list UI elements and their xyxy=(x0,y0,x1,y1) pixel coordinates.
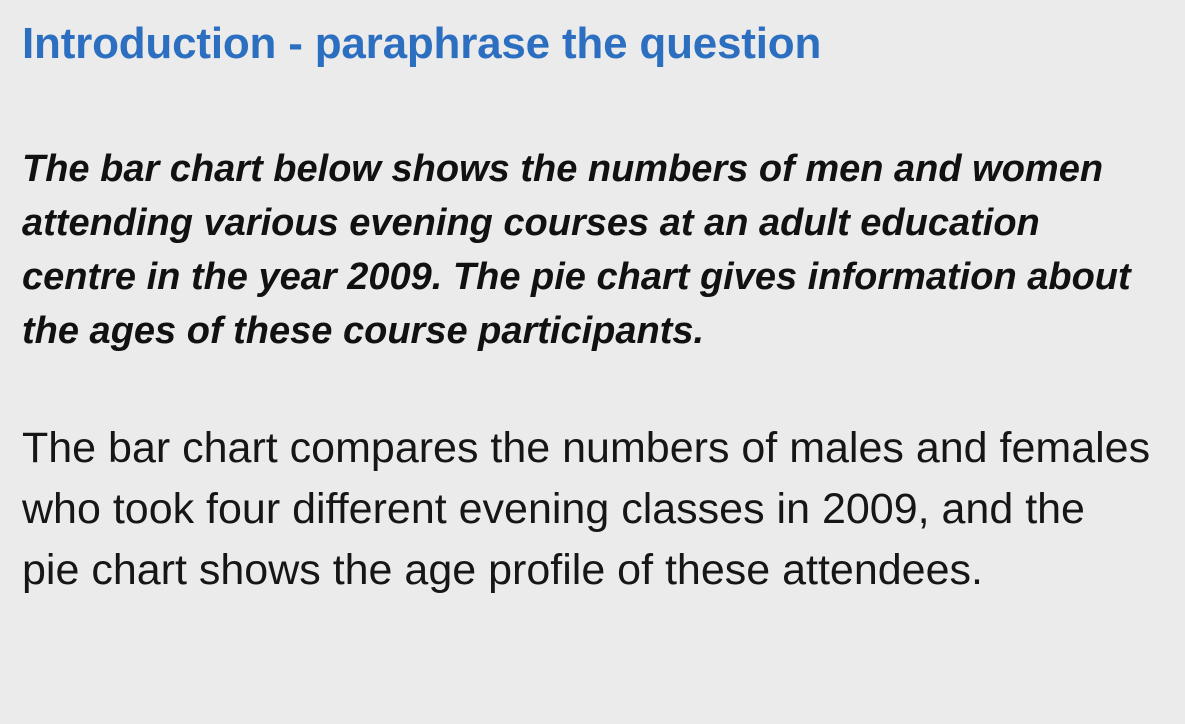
answer-paragraph: The bar chart compares the numbers of ma… xyxy=(22,424,1151,594)
slide-heading: Introduction - paraphrase the question xyxy=(22,19,822,68)
question-paragraph: The bar chart below shows the numbers of… xyxy=(22,148,1131,352)
